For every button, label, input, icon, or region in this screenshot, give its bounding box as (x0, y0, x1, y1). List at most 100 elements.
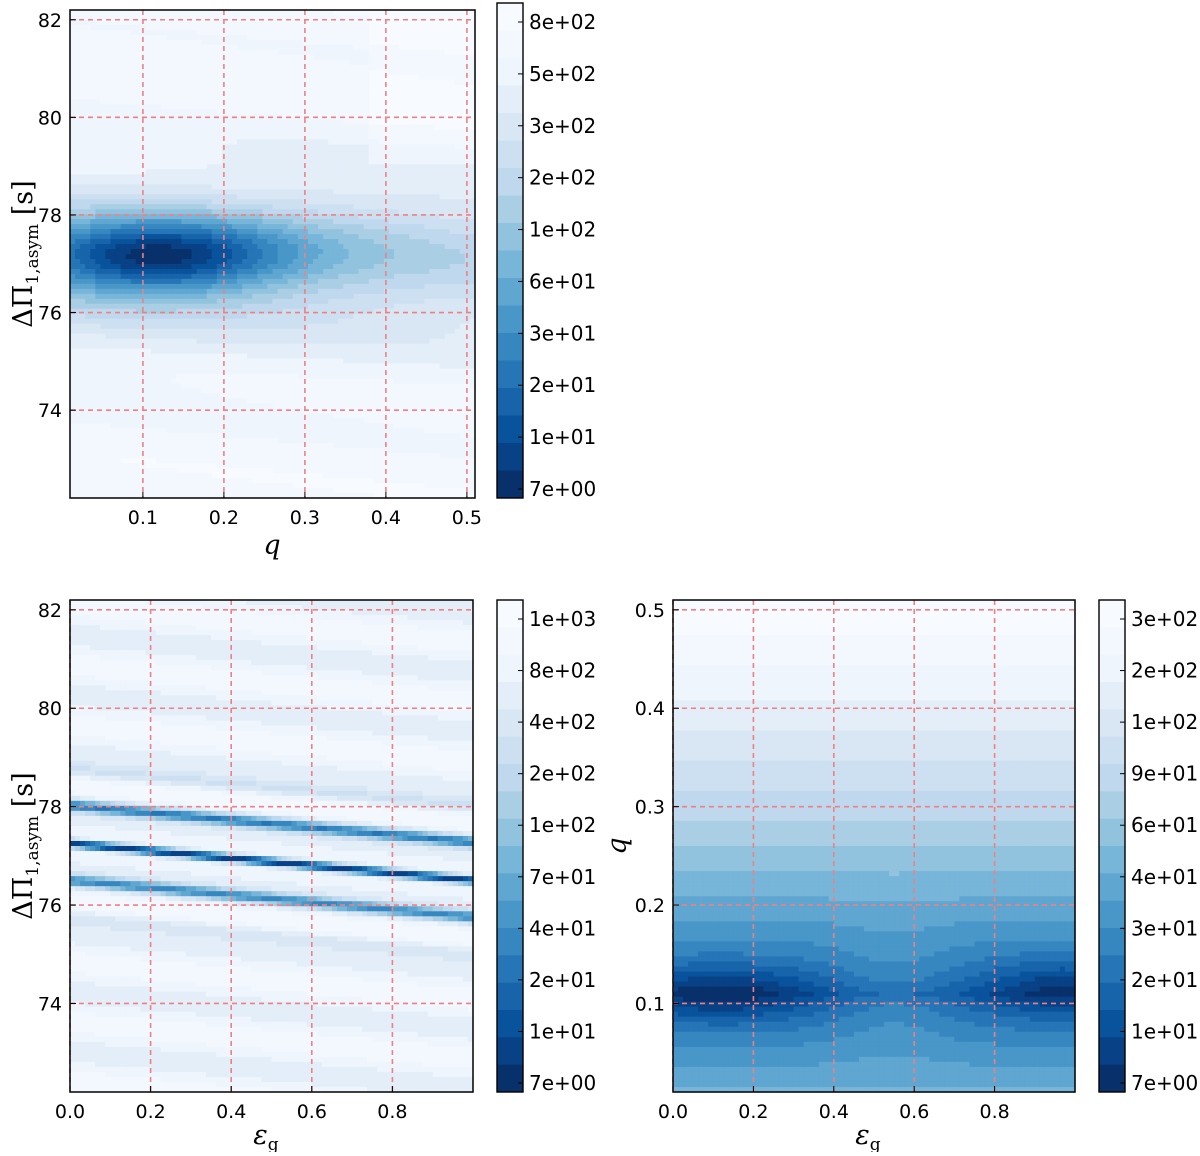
heatmap-cell (100, 283, 107, 290)
heatmap-cell (145, 298, 152, 305)
heatmap-cell (292, 29, 299, 36)
heatmap-cell (95, 458, 101, 464)
heatmap-cell (95, 204, 101, 210)
heatmap-cell (125, 313, 132, 320)
heatmap-cell (318, 348, 324, 355)
heatmap-cell (181, 318, 188, 325)
heatmap-cell (130, 89, 137, 96)
heatmap-cell (282, 79, 289, 86)
heatmap-cell (135, 249, 142, 255)
heatmap-cell (196, 303, 203, 310)
heatmap-cell (85, 428, 91, 434)
heatmap-cell (313, 254, 319, 260)
heatmap-cell (100, 348, 107, 355)
heatmap-cell (130, 308, 137, 315)
heatmap-cell (272, 179, 279, 185)
heatmap-cell (156, 84, 162, 91)
heatmap-cell (95, 378, 101, 385)
heatmap-cell (318, 448, 324, 454)
heatmap-cell (297, 104, 304, 111)
heatmap-cell (130, 493, 137, 499)
heatmap-cell (313, 199, 319, 205)
heatmap-cell (257, 408, 263, 414)
heatmap-cell (95, 358, 101, 365)
heatmap-cell (313, 438, 319, 444)
heatmap-cell (125, 373, 132, 380)
heatmap-cell (151, 348, 157, 355)
heatmap-cell (135, 159, 142, 165)
heatmap-cell (196, 448, 203, 454)
heatmap-cell (161, 293, 167, 300)
heatmap-cell (267, 303, 274, 310)
heatmap-cell (151, 219, 157, 225)
heatmap-cell (277, 288, 284, 295)
heatmap-cell (257, 129, 263, 136)
heatmap-cell (211, 283, 218, 290)
heatmap-cell (151, 234, 157, 240)
heatmap-cell (252, 438, 258, 444)
heatmap-cell (191, 209, 198, 215)
heatmap-cell (80, 139, 86, 146)
heatmap-cell (186, 44, 193, 51)
heatmap-cell (191, 79, 198, 86)
heatmap-cell (115, 49, 122, 56)
heatmap-cell (262, 313, 269, 320)
heatmap-cell (166, 189, 172, 195)
heatmap-cell (110, 99, 117, 106)
heatmap-cell (140, 448, 147, 454)
heatmap-cell (267, 109, 274, 116)
heatmap-cell (125, 109, 132, 116)
heatmap-cell (206, 14, 213, 21)
heatmap-cell (257, 448, 263, 454)
heatmap-cell (267, 94, 274, 101)
heatmap-cell (257, 398, 263, 404)
heatmap-cell (156, 288, 162, 295)
heatmap-cell (297, 10, 304, 16)
heatmap-cell (95, 149, 101, 156)
heatmap-cell (262, 368, 269, 375)
heatmap-cell (292, 363, 299, 370)
heatmap-cell (191, 488, 198, 494)
heatmap-cell (262, 478, 269, 484)
heatmap-cell (145, 358, 152, 365)
heatmap-cell (181, 258, 188, 265)
heatmap-cell (287, 89, 294, 96)
heatmap-cell (166, 488, 172, 494)
heatmap-cell (100, 288, 107, 295)
heatmap-cell (277, 14, 284, 21)
heatmap-cell (171, 338, 177, 345)
heatmap-cell (318, 144, 324, 151)
heatmap-cell (100, 323, 107, 330)
heatmap-cell (140, 418, 147, 424)
heatmap-cell (297, 308, 304, 315)
heatmap-cell (196, 348, 203, 355)
heatmap-cell (90, 318, 96, 325)
heatmap-cell (307, 438, 314, 444)
heatmap-cell (120, 119, 127, 126)
heatmap-cell (110, 104, 117, 111)
heatmap-cell (232, 328, 238, 335)
heatmap-cell (247, 453, 253, 459)
heatmap-cell (156, 423, 162, 429)
heatmap-cell (151, 199, 157, 205)
heatmap-cell (181, 189, 188, 195)
heatmap-cell (196, 278, 203, 285)
heatmap-cell (287, 488, 294, 494)
heatmap-cell (242, 393, 248, 400)
heatmap-cell (151, 493, 157, 499)
heatmap-cell (237, 388, 243, 395)
heatmap-cell (211, 463, 218, 469)
heatmap-cell (151, 209, 157, 215)
heatmap-cell (166, 378, 172, 385)
heatmap-cell (156, 239, 162, 245)
heatmap-cell (257, 418, 263, 424)
heatmap-cell (100, 14, 107, 21)
heatmap-cell (110, 288, 117, 295)
heatmap-cell (145, 89, 152, 96)
heatmap-cell (171, 214, 177, 220)
heatmap-cell (191, 89, 198, 96)
heatmap-cell (242, 49, 248, 56)
heatmap-cell (110, 94, 117, 101)
heatmap-cell (145, 84, 152, 91)
heatmap-cell (201, 14, 208, 21)
